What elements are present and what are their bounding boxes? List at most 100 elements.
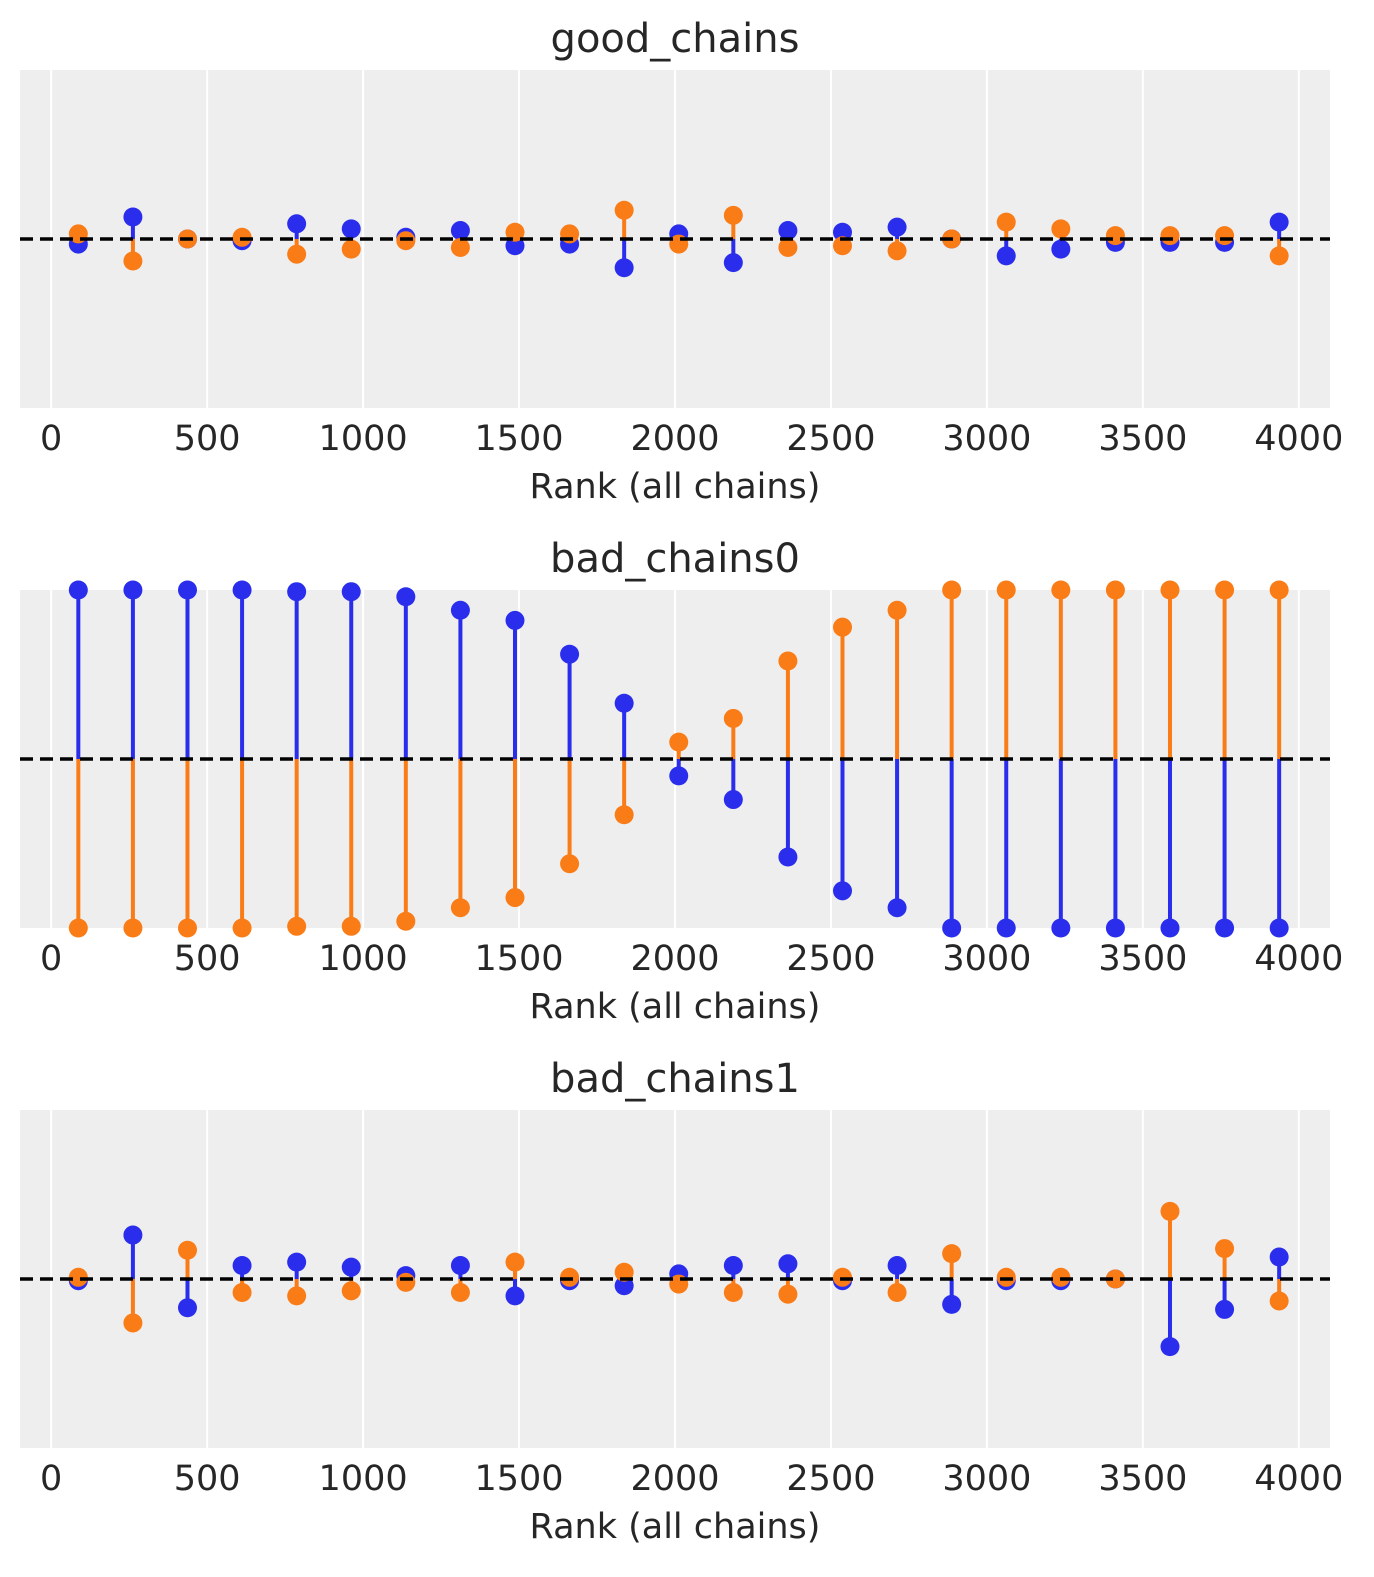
- rank-marker: [1269, 246, 1289, 266]
- rank-marker: [778, 1254, 798, 1274]
- rank-marker: [832, 617, 852, 637]
- rank-marker: [996, 246, 1016, 266]
- rank-marker: [232, 580, 252, 600]
- rank-marker: [1269, 1247, 1289, 1267]
- x-tick-label: 500: [174, 1459, 241, 1499]
- x-tick-label: 3500: [1098, 419, 1187, 459]
- x-tick-label: 500: [174, 939, 241, 979]
- panel-title: good_chains: [551, 16, 800, 62]
- x-tick-label: 1000: [319, 419, 408, 459]
- panel-bad-chains1: bad_chains1 0 500 1000 1500 2000 2500 3000 3500 4…: [20, 1056, 1343, 1547]
- rank-marker: [1105, 918, 1125, 938]
- rank-marker: [177, 1298, 197, 1318]
- rank-marker: [287, 916, 307, 936]
- rank-marker: [450, 1283, 470, 1303]
- rank-marker: [232, 918, 252, 938]
- rank-marker: [232, 1283, 252, 1303]
- rank-marker: [1269, 918, 1289, 938]
- rank-marker: [996, 918, 1016, 938]
- x-tick-label: 2500: [786, 939, 875, 979]
- rank-marker: [1160, 1201, 1180, 1221]
- series-chain-1: [68, 1201, 1289, 1333]
- rank-marker: [942, 1294, 962, 1314]
- rank-marker: [887, 1255, 907, 1275]
- rank-marker: [505, 888, 525, 908]
- rank-marker: [887, 1283, 907, 1303]
- rank-marker: [996, 580, 1016, 600]
- x-tick-label: 0: [40, 939, 62, 979]
- rank-marker: [669, 732, 689, 752]
- rank-marker: [832, 222, 852, 242]
- rank-marker: [396, 1272, 416, 1292]
- rank-marker: [614, 1262, 634, 1282]
- rank-marker: [123, 207, 143, 227]
- x-tick-label: 2000: [630, 419, 719, 459]
- rank-marker: [396, 911, 416, 931]
- rank-marker: [560, 644, 580, 664]
- rank-marker: [341, 219, 361, 239]
- rank-marker: [1051, 580, 1071, 600]
- x-tick-label: 0: [40, 419, 62, 459]
- rank-marker: [1105, 580, 1125, 600]
- rank-marker: [505, 1286, 525, 1306]
- rank-marker: [832, 236, 852, 256]
- rank-marker: [450, 221, 470, 241]
- rank-marker: [1105, 1269, 1125, 1289]
- rank-marker: [723, 1283, 743, 1303]
- rank-marker: [887, 600, 907, 620]
- x-tick-label: 1000: [319, 1459, 408, 1499]
- rank-marker: [1051, 239, 1071, 259]
- x-axis-label: Rank (all chains): [530, 1507, 821, 1547]
- rank-marker: [123, 1225, 143, 1245]
- rank-marker: [778, 847, 798, 867]
- rank-marker: [505, 610, 525, 630]
- rank-marker: [123, 251, 143, 271]
- x-tick-label: 4000: [1254, 939, 1343, 979]
- rank-marker: [177, 580, 197, 600]
- series-chain-1: [68, 580, 1289, 938]
- rank-marker: [614, 200, 634, 220]
- rank-marker: [778, 651, 798, 671]
- rank-marker: [1269, 1291, 1289, 1311]
- panel-title: bad_chains0: [550, 536, 800, 582]
- rank-marker: [1105, 226, 1125, 246]
- rank-marker: [505, 1252, 525, 1272]
- x-tick-label: 2500: [786, 419, 875, 459]
- rank-marker: [177, 1240, 197, 1260]
- rank-marker: [177, 918, 197, 938]
- rank-marker: [1269, 212, 1289, 232]
- x-tick-label: 3000: [942, 939, 1031, 979]
- rank-marker: [450, 898, 470, 918]
- rank-marker: [1160, 226, 1180, 246]
- rank-marker: [505, 236, 525, 256]
- x-axis-label: Rank (all chains): [530, 987, 821, 1027]
- rank-marker: [232, 1255, 252, 1275]
- rank-marker: [996, 212, 1016, 232]
- x-tick-label: 1500: [475, 1459, 564, 1499]
- rank-marker: [887, 898, 907, 918]
- rank-marker: [614, 1276, 634, 1296]
- x-tick-label: 1500: [475, 419, 564, 459]
- rank-marker: [123, 580, 143, 600]
- rank-marker: [341, 1257, 361, 1277]
- rank-marker: [1215, 1299, 1235, 1319]
- rank-marker: [778, 221, 798, 241]
- x-tick-label: 3500: [1098, 1459, 1187, 1499]
- rank-marker: [341, 916, 361, 936]
- rank-marker: [68, 580, 88, 600]
- rank-marker: [723, 708, 743, 728]
- series-chain-0: [68, 580, 1289, 938]
- rank-marker: [942, 1244, 962, 1264]
- rank-marker: [341, 239, 361, 259]
- x-tick-label: 3500: [1098, 939, 1187, 979]
- rank-marker: [942, 580, 962, 600]
- rank-marker: [778, 237, 798, 257]
- rank-marker: [1160, 580, 1180, 600]
- rank-marker: [341, 1281, 361, 1301]
- x-tick-label: 3000: [942, 419, 1031, 459]
- rank-marker: [723, 253, 743, 273]
- x-tick-label: 0: [40, 1459, 62, 1499]
- x-tick-label: 500: [174, 419, 241, 459]
- rank-marker: [614, 258, 634, 278]
